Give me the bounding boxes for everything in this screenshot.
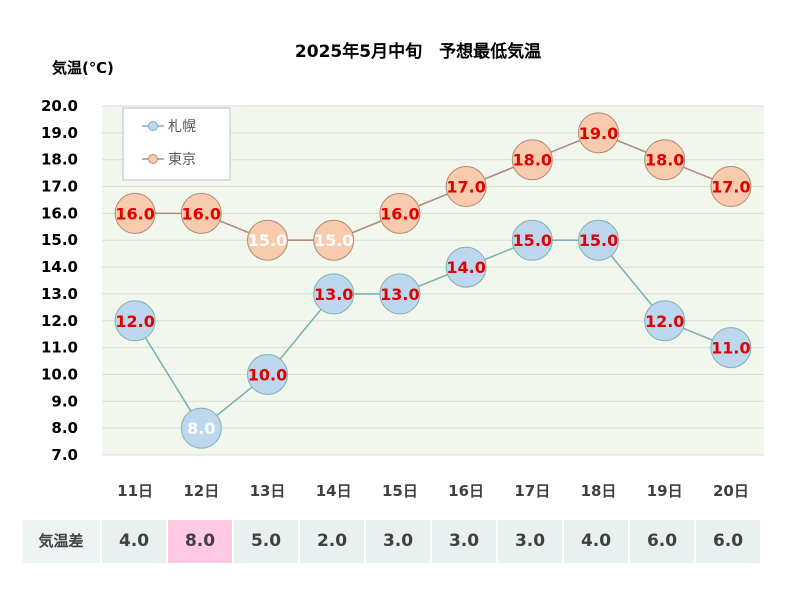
y-tick-label: 7.0 — [51, 446, 78, 464]
x-tick-label: 16日 — [448, 482, 484, 500]
plot-area: 7.0 8.0 9.0 10.0 11.0 12.0 13.0 14.0 15.0 16.0 17.… — [41, 97, 764, 500]
data-point — [578, 219, 619, 261]
data-point — [644, 300, 686, 342]
data-label: 15.0 — [248, 231, 287, 250]
difference-cell: 4.0 — [564, 520, 628, 563]
x-tick-label: 13日 — [250, 482, 286, 500]
data-point — [313, 273, 355, 315]
data-point — [710, 327, 752, 369]
data-point — [114, 192, 156, 234]
difference-cell: 5.0 — [234, 520, 298, 563]
data-point — [578, 112, 619, 154]
data-point — [247, 219, 288, 261]
data-label: 13.0 — [380, 285, 419, 304]
y-tick-label: 14.0 — [41, 258, 78, 276]
data-label: 15.0 — [314, 231, 353, 250]
data-label: 17.0 — [446, 178, 485, 197]
x-tick-label: 11日 — [117, 482, 153, 500]
data-point — [511, 139, 553, 181]
data-point — [644, 139, 686, 181]
data-label: 12.0 — [645, 312, 684, 331]
data-point — [710, 166, 752, 208]
data-label: 16.0 — [380, 204, 419, 223]
x-tick-label: 17日 — [514, 482, 550, 500]
difference-cell: 3.0 — [432, 520, 496, 563]
data-label: 11.0 — [711, 339, 750, 358]
x-tick-label: 19日 — [647, 482, 683, 500]
data-label: 10.0 — [248, 365, 287, 384]
temperature-difference-row: 気温差 4.0 8.0 5.0 2.0 3.0 3.0 3.0 4.0 6.0 6.0 — [22, 520, 760, 563]
y-tick-label: 12.0 — [41, 312, 78, 330]
y-tick-label: 10.0 — [41, 365, 78, 383]
data-point — [114, 300, 156, 342]
y-tick-label: 11.0 — [41, 339, 78, 357]
data-point — [511, 219, 553, 261]
y-tick-label: 19.0 — [41, 124, 78, 142]
data-point — [445, 246, 487, 288]
data-label: 15.0 — [513, 231, 552, 250]
series-line-sapporo — [134, 239, 732, 430]
difference-cell: 2.0 — [300, 520, 364, 563]
x-tick-label: 12日 — [183, 482, 219, 500]
difference-cell: 3.0 — [498, 520, 562, 563]
legend-box — [122, 107, 231, 181]
y-tick-label: 16.0 — [41, 204, 78, 222]
data-point — [180, 407, 222, 449]
difference-cell: 8.0 — [168, 520, 232, 563]
y-tick-label: 20.0 — [41, 97, 78, 115]
y-tick-label: 17.0 — [41, 178, 78, 196]
chart: 2025年5月中旬 予想最低気温 気温(℃) 7.0 8.0 9.0 10.0 11.0… — [41, 41, 764, 500]
data-label: 16.0 — [115, 204, 154, 223]
difference-cell: 6.0 — [696, 520, 760, 563]
x-tick-label: 14日 — [316, 482, 352, 500]
difference-cell: 4.0 — [102, 520, 166, 563]
legend-marker — [148, 121, 158, 131]
y-tick-label: 9.0 — [51, 392, 78, 410]
difference-cell: 6.0 — [630, 520, 694, 563]
data-label: 17.0 — [711, 178, 750, 197]
difference-cell: 3.0 — [366, 520, 430, 563]
data-point — [247, 353, 288, 395]
y-tick-label: 13.0 — [41, 285, 78, 303]
x-tick-label: 18日 — [581, 482, 617, 500]
x-tick-label: 15日 — [382, 482, 418, 500]
data-point — [379, 273, 421, 315]
data-label: 18.0 — [513, 151, 552, 170]
data-label: 8.0 — [187, 419, 215, 438]
legend-entry: 札幌 — [168, 119, 196, 135]
legend-marker — [148, 154, 158, 164]
data-point — [313, 219, 355, 261]
data-point — [445, 166, 487, 208]
data-label: 15.0 — [579, 231, 618, 250]
x-tick-label: 20日 — [713, 482, 749, 500]
chart-title: 2025年5月中旬 予想最低気温 — [295, 41, 541, 62]
y-axis-label: 気温(℃) — [52, 59, 114, 77]
data-label: 14.0 — [446, 258, 485, 277]
data-label: 12.0 — [115, 312, 154, 331]
data-point — [379, 192, 421, 234]
y-tick-label: 15.0 — [41, 231, 78, 249]
data-label: 19.0 — [579, 124, 618, 143]
data-point — [180, 192, 222, 234]
data-label: 18.0 — [645, 151, 684, 170]
y-tick-label: 18.0 — [41, 151, 78, 169]
series-line-tokyo — [135, 131, 732, 242]
data-label: 13.0 — [314, 285, 353, 304]
difference-header: 気温差 — [22, 520, 100, 563]
data-label: 16.0 — [182, 204, 221, 223]
legend-entry: 東京 — [168, 152, 196, 168]
y-tick-label: 8.0 — [51, 419, 78, 437]
